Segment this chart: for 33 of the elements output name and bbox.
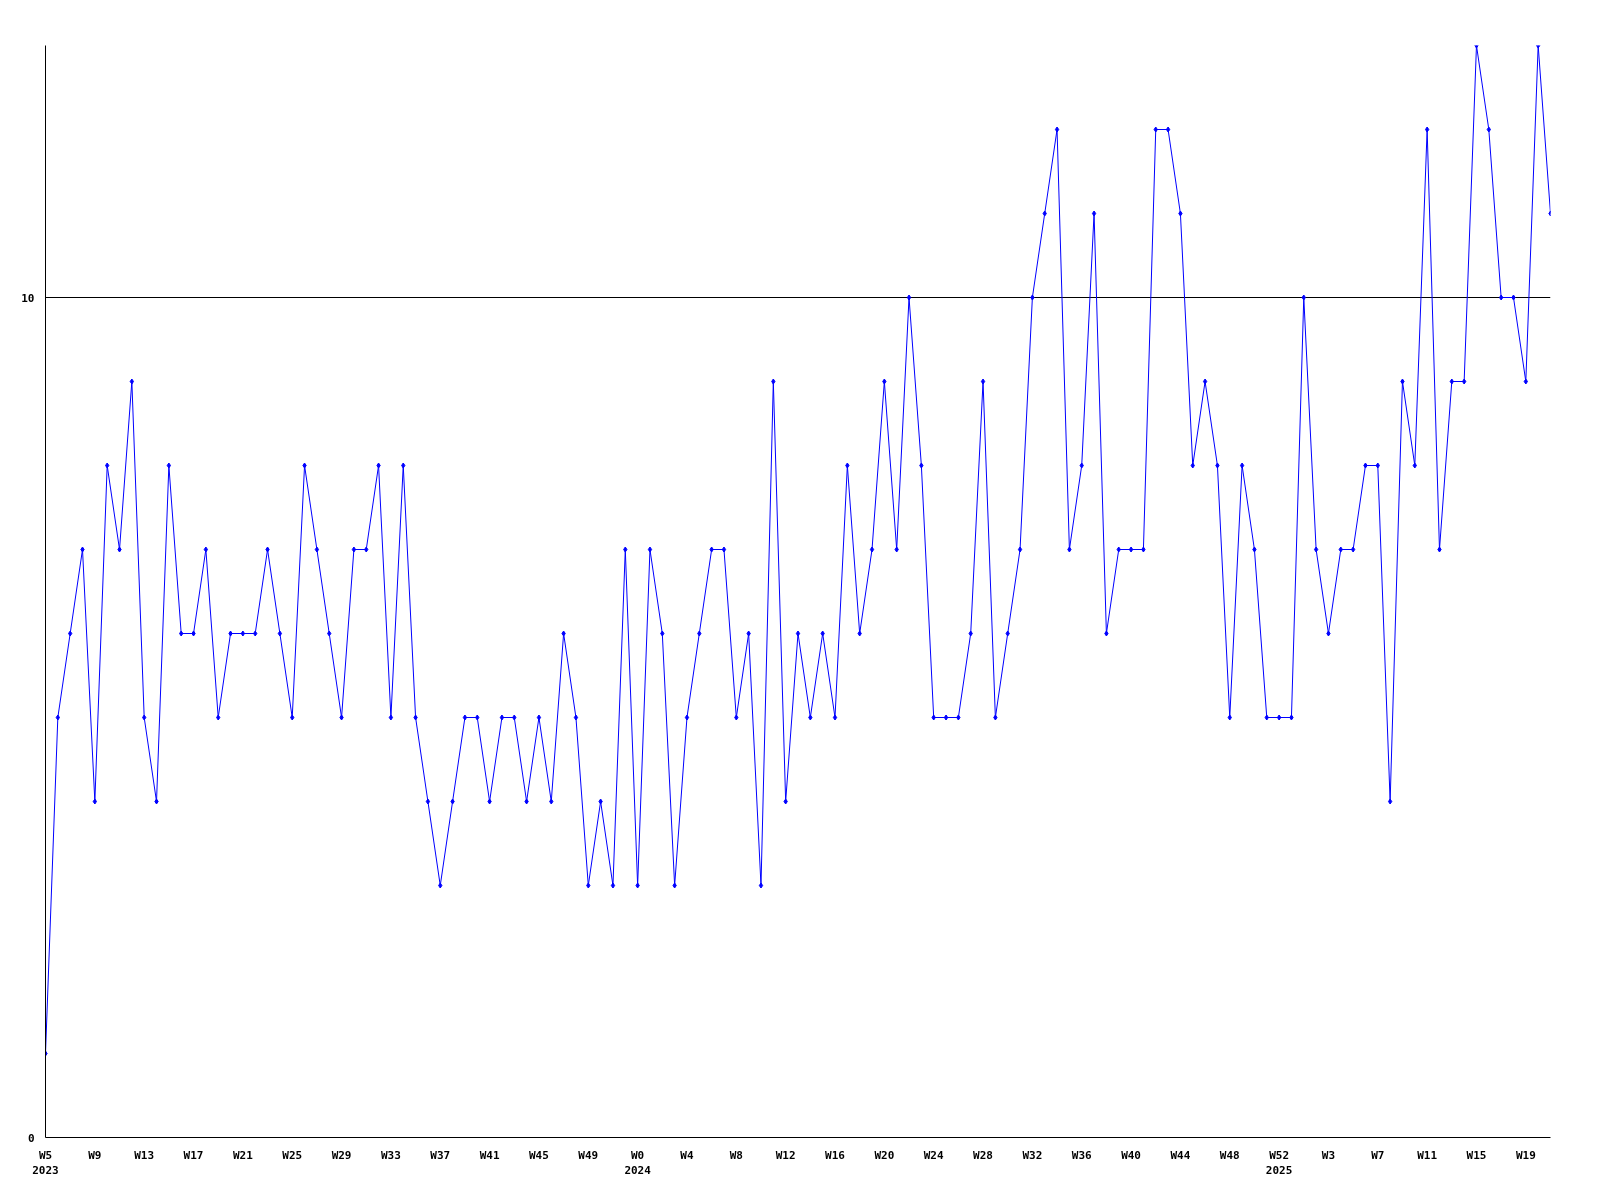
x-tick-label: W33 xyxy=(380,1148,401,1162)
x-tick-label: W21 xyxy=(232,1148,254,1162)
x-tick-label: W19 xyxy=(1515,1148,1536,1162)
x-tick-label: W8 xyxy=(729,1148,743,1162)
x-tick-label: W32 xyxy=(1022,1148,1043,1162)
x-tick-label: W40 xyxy=(1121,1148,1142,1162)
x-tick-label: W28 xyxy=(973,1148,993,1162)
x-tick-label: W5 2023 xyxy=(32,1148,59,1178)
x-tick-label: W20 xyxy=(874,1148,895,1162)
x-tick-label: W44 xyxy=(1170,1148,1191,1162)
x-tick-label: W49 xyxy=(578,1148,599,1162)
x-tick-label: W12 xyxy=(775,1148,796,1162)
x-tick-label: W7 xyxy=(1371,1148,1385,1162)
x-tick-label: W37 xyxy=(430,1148,451,1162)
y-tick-label: 10 xyxy=(21,291,35,305)
x-tick-label: W17 xyxy=(183,1148,204,1162)
x-tick-label: W3 xyxy=(1321,1148,1336,1162)
x-tick-label: W29 xyxy=(331,1148,352,1162)
x-tick-label: W11 xyxy=(1417,1148,1438,1162)
x-tick-label: W48 xyxy=(1219,1148,1240,1162)
x-tick-label: W15 xyxy=(1466,1148,1487,1162)
x-tick-label: W41 xyxy=(479,1148,500,1162)
x-tick-label: W4 xyxy=(680,1148,694,1162)
x-tick-label: W36 xyxy=(1071,1148,1093,1162)
x-tick-label: W0 2024 xyxy=(624,1148,652,1178)
x-tick-label: W52 2025 xyxy=(1265,1148,1293,1178)
y-tick-label: 0 xyxy=(27,1131,35,1145)
x-tick-label: W24 xyxy=(923,1148,945,1162)
x-tick-label: W13 xyxy=(134,1148,155,1162)
x-tick-label: W45 xyxy=(529,1148,549,1162)
x-tick-label: W25 xyxy=(282,1148,303,1162)
x-tick-label: W9 xyxy=(88,1148,102,1162)
x-tick-label: W16 xyxy=(825,1148,846,1162)
